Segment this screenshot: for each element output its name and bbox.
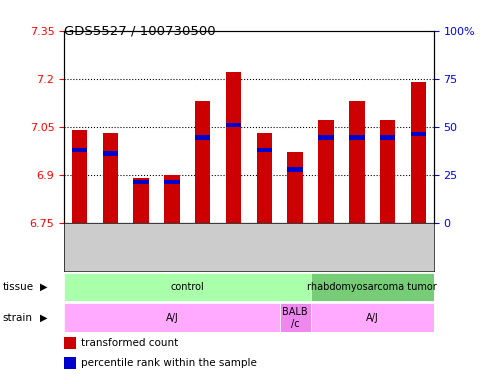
Text: control: control [171,282,204,292]
Bar [195,101,211,223]
Bar [349,101,364,223]
Bar [318,136,334,139]
Bar [411,82,426,223]
Bar [287,167,303,172]
Bar [257,133,272,223]
Text: tissue: tissue [2,282,34,292]
Bar [411,132,426,136]
Bar [103,133,118,223]
Bar [72,148,87,152]
Bar [318,120,334,223]
Bar [72,130,87,223]
Bar [164,180,179,184]
Text: GDS5527 / 100730500: GDS5527 / 100730500 [64,25,216,38]
Bar [287,152,303,223]
Bar [380,120,395,223]
Bar [226,72,241,223]
Bar [226,122,241,127]
Bar [164,175,179,223]
Text: ▶: ▶ [40,313,48,323]
Text: rhabdomyosarcoma tumor: rhabdomyosarcoma tumor [307,282,437,292]
Text: A/J: A/J [366,313,379,323]
Text: transformed count: transformed count [81,338,178,348]
Bar [380,136,395,139]
Bar [64,303,280,332]
Bar [64,273,311,301]
Bar [311,273,434,301]
Bar [195,136,211,139]
Bar [103,151,118,156]
Text: strain: strain [2,313,33,323]
Bar [134,178,149,223]
Bar [280,303,311,332]
Bar [349,136,364,139]
Bar [311,303,434,332]
Text: percentile rank within the sample: percentile rank within the sample [81,358,257,368]
Text: ▶: ▶ [40,282,48,292]
Text: BALB
/c: BALB /c [282,307,308,329]
Bar [134,180,149,184]
Bar [257,148,272,152]
Text: A/J: A/J [166,313,178,323]
